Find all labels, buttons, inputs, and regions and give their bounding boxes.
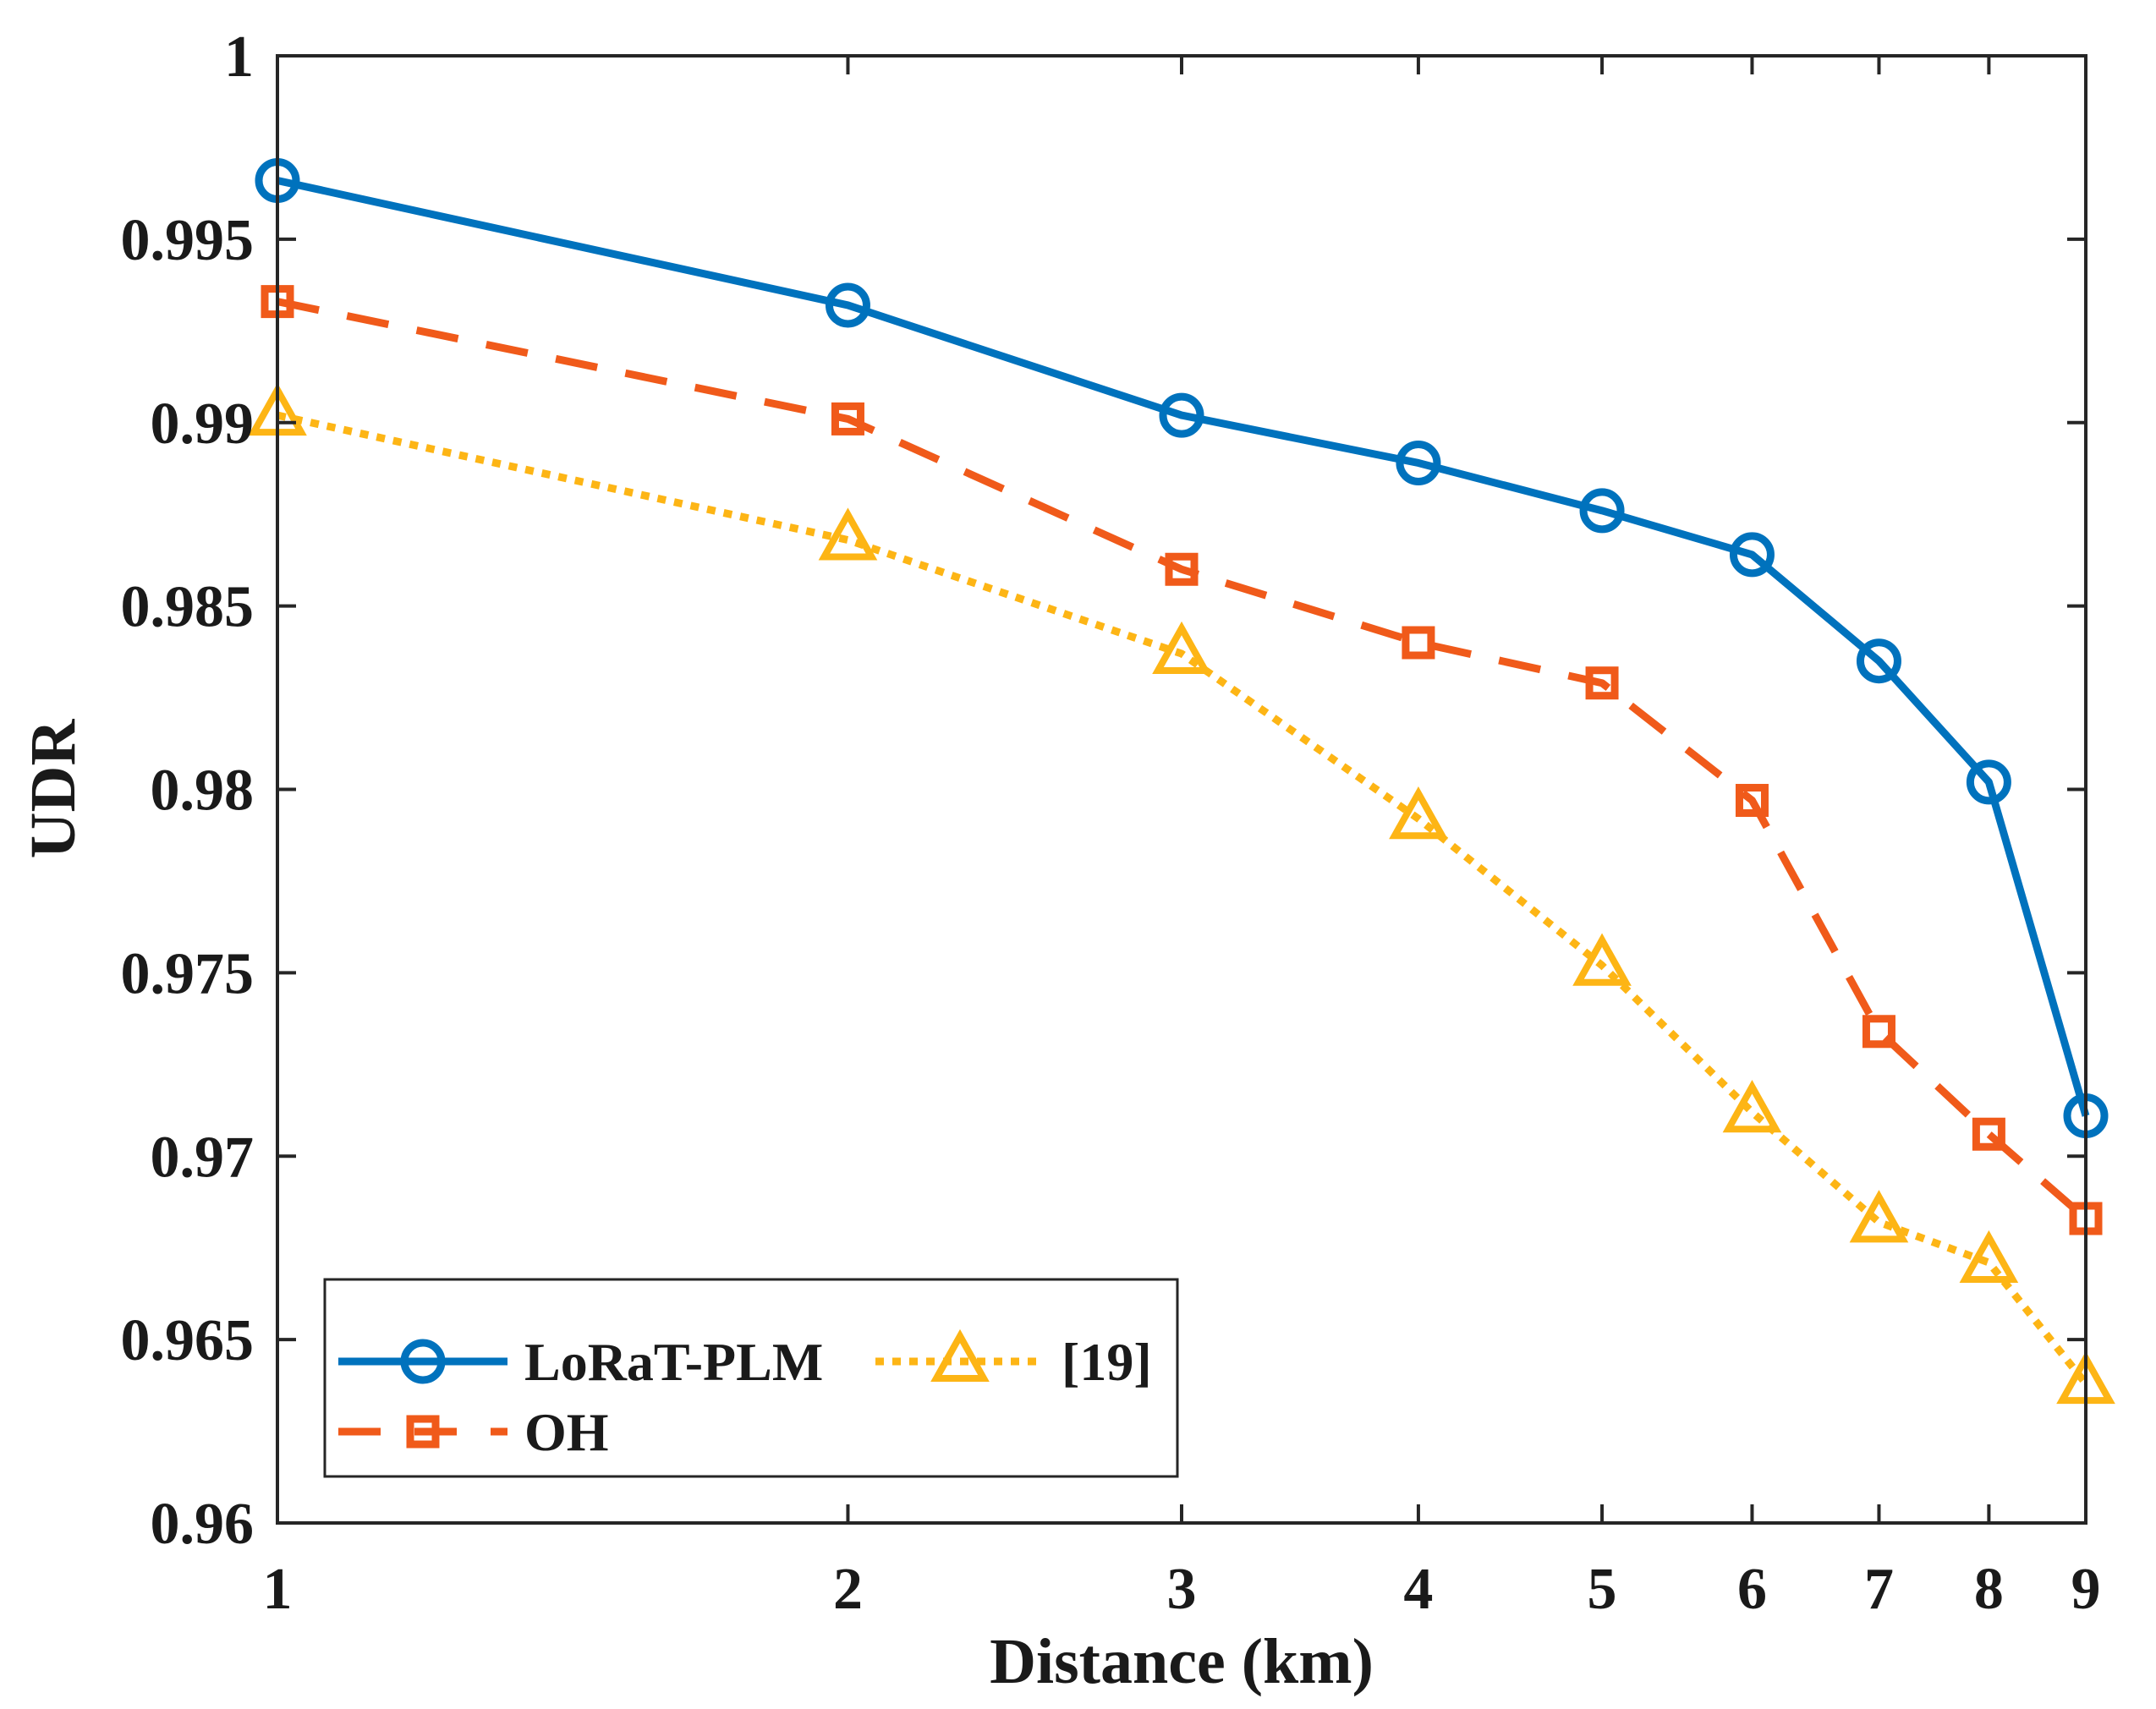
y-tick-label: 0.99 — [151, 392, 255, 457]
y-tick-label: 0.975 — [121, 941, 255, 1006]
y-tick-label: 1 — [224, 25, 254, 90]
data-point-circle-marker — [825, 282, 870, 328]
x-tick-label: 7 — [1864, 1557, 1894, 1622]
legend-label: LoRaT-PLM — [524, 1332, 823, 1392]
legend-box — [323, 1278, 1179, 1478]
data-point-triangle-marker — [1389, 786, 1448, 840]
data-point-square-marker — [831, 402, 864, 435]
series-line-lorat-plm — [277, 177, 2090, 1117]
series-line-oh — [277, 298, 2088, 1222]
data-point-square-marker — [1735, 784, 1769, 818]
data-point-triangle-marker — [818, 507, 878, 561]
data-point-circle-marker — [1159, 392, 1204, 438]
y-axis-title: UDR — [18, 719, 89, 859]
data-point-square-marker — [1585, 666, 1619, 700]
data-point-circle-marker — [1579, 488, 1625, 534]
legend-square-marker — [406, 1415, 440, 1449]
y-tick-label: 0.995 — [121, 208, 255, 273]
data-point-triangle-marker — [1572, 933, 1632, 986]
data-point-circle-marker — [1966, 759, 2011, 805]
data-point-square-marker — [1402, 626, 1435, 660]
data-point-square-marker — [1972, 1117, 2005, 1151]
axis-ticks: 1 2 3 4 5 6 7 8 9 0.96 0.965 0.97 0.975 0.98 0.985 0.99… — [121, 25, 2101, 1622]
data-point-square-marker — [1862, 1015, 1895, 1049]
series-layer — [248, 157, 2115, 1405]
x-tick-label: 6 — [1737, 1557, 1767, 1622]
x-tick-label: 5 — [1588, 1557, 1617, 1622]
x-axis-title: Distance (km) — [990, 1626, 1374, 1697]
legend-label: OH — [524, 1402, 609, 1462]
legend-circle-marker — [400, 1339, 446, 1384]
legend-item-oh: OH — [338, 1402, 609, 1462]
y-tick-label: 0.985 — [121, 575, 255, 640]
x-tick-label: 9 — [2071, 1557, 2101, 1622]
data-point-triangle-marker — [1959, 1230, 2019, 1284]
y-tick-label: 0.97 — [151, 1125, 255, 1190]
x-tick-label: 2 — [833, 1557, 863, 1622]
x-tick-label: 3 — [1167, 1557, 1197, 1622]
data-point-triangle-marker — [1722, 1080, 1782, 1133]
data-point-triangle-marker — [1152, 621, 1211, 675]
y-tick-label: 0.965 — [121, 1308, 255, 1373]
x-tick-label: 1 — [263, 1557, 293, 1622]
legend-triangle-marker — [930, 1328, 990, 1382]
x-tick-label: 4 — [1403, 1557, 1433, 1622]
series-line-19 — [277, 411, 2089, 1386]
data-point-circle-marker — [1396, 440, 1441, 485]
data-point-circle-marker — [1729, 532, 1775, 578]
y-tick-label: 0.96 — [151, 1492, 255, 1557]
y-tick-label: 0.98 — [151, 759, 255, 824]
legend: LoRaT-PLM OH [19] — [323, 1278, 1179, 1478]
x-tick-label: 8 — [1974, 1557, 2004, 1622]
legend-item-lorat-plm: LoRaT-PLM — [338, 1332, 823, 1392]
data-point-circle-marker — [1856, 638, 1901, 684]
legend-item-19: [19] — [875, 1328, 1152, 1392]
data-point-square-marker — [1165, 552, 1199, 586]
legend-label: [19] — [1062, 1332, 1152, 1392]
data-point-triangle-marker — [1849, 1190, 1909, 1243]
